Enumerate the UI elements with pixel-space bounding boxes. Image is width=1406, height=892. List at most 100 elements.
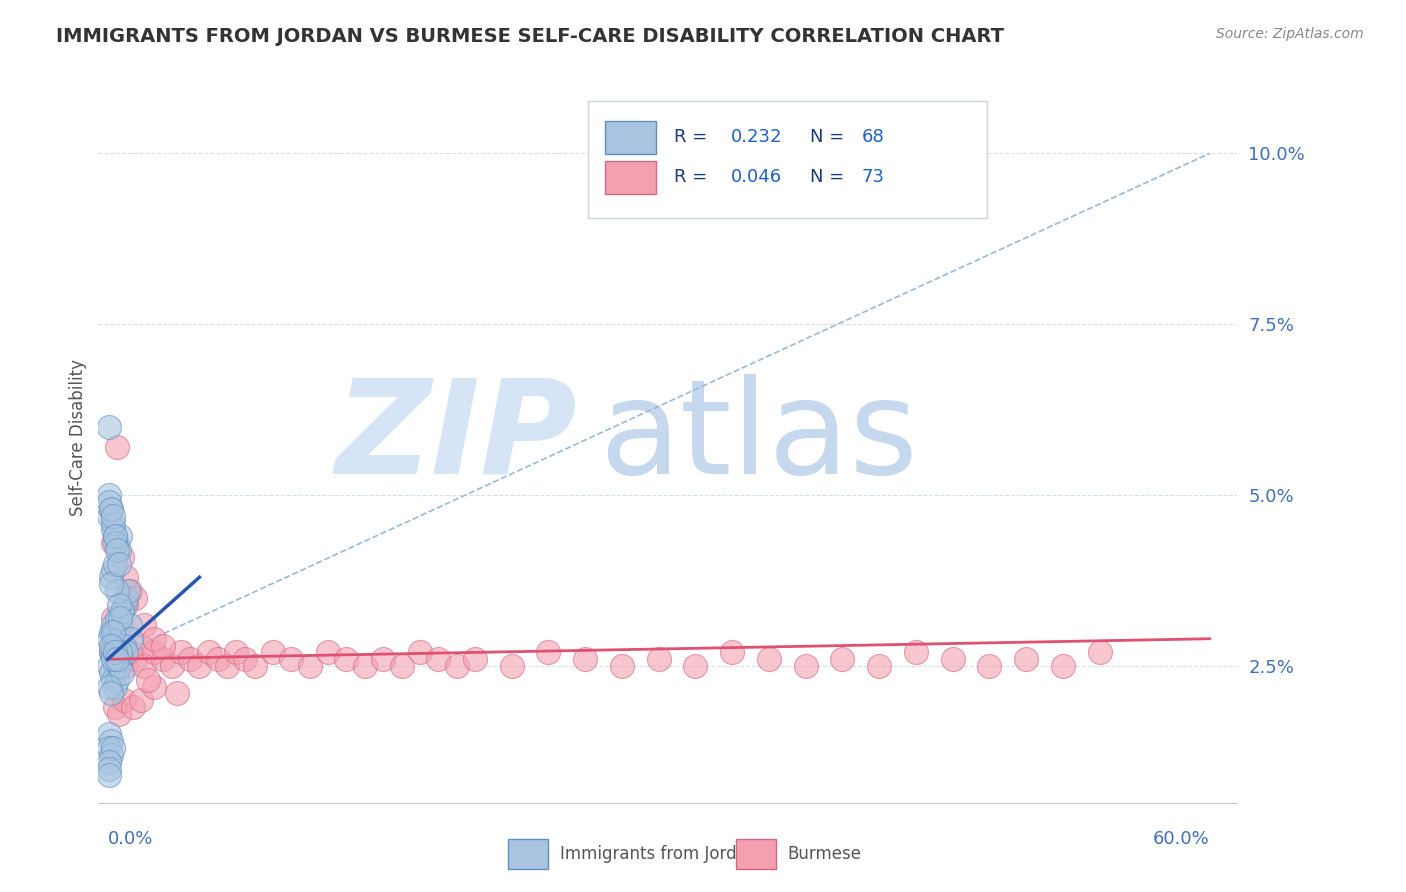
Point	[104, 645, 127, 659]
Point	[721, 645, 744, 659]
Point	[316, 645, 339, 659]
Point	[101, 516, 124, 530]
Point	[391, 659, 413, 673]
Point	[101, 645, 124, 659]
Point	[152, 639, 174, 653]
Point	[464, 652, 486, 666]
Point	[98, 768, 121, 782]
Point	[111, 665, 134, 680]
Point	[100, 624, 122, 639]
Text: 0.0%: 0.0%	[108, 830, 153, 848]
Point	[100, 645, 122, 659]
Point	[105, 645, 128, 659]
Point	[101, 508, 124, 523]
Point	[100, 577, 122, 591]
Point	[105, 652, 128, 666]
Point	[136, 673, 159, 687]
Point	[298, 659, 321, 673]
Point	[124, 591, 146, 605]
Point	[427, 652, 450, 666]
Point	[111, 604, 134, 618]
Point	[446, 659, 468, 673]
Point	[107, 659, 129, 673]
Point	[107, 706, 129, 721]
Point	[215, 659, 238, 673]
Text: 0.232: 0.232	[731, 128, 782, 146]
Point	[107, 659, 129, 673]
Point	[118, 583, 141, 598]
Point	[105, 611, 128, 625]
Point	[101, 611, 124, 625]
Point	[112, 652, 135, 666]
Point	[110, 618, 132, 632]
Point	[105, 536, 128, 550]
Point	[104, 536, 127, 550]
Point	[98, 495, 121, 509]
Point	[112, 639, 135, 653]
Point	[100, 570, 122, 584]
Point	[111, 549, 134, 564]
Point	[100, 734, 122, 748]
Point	[101, 563, 124, 577]
Point	[868, 659, 890, 673]
Point	[100, 747, 122, 762]
Point	[98, 762, 121, 776]
Point	[501, 659, 523, 673]
Point	[235, 652, 257, 666]
Point	[111, 604, 134, 618]
FancyBboxPatch shape	[509, 839, 548, 869]
Point	[280, 652, 302, 666]
Point	[107, 598, 129, 612]
Point	[371, 652, 394, 666]
Point	[98, 680, 121, 694]
Point	[904, 645, 927, 659]
Point	[98, 632, 121, 646]
Point	[104, 557, 127, 571]
Point	[979, 659, 1001, 673]
Text: Burmese: Burmese	[787, 845, 862, 863]
Text: N =: N =	[810, 169, 851, 186]
Point	[117, 583, 139, 598]
Point	[942, 652, 965, 666]
Point	[110, 529, 132, 543]
Point	[160, 659, 183, 673]
Point	[101, 673, 124, 687]
Text: R =: R =	[673, 169, 713, 186]
Point	[98, 755, 121, 769]
Point	[100, 501, 122, 516]
Point	[1088, 645, 1111, 659]
Point	[107, 624, 129, 639]
Point	[101, 652, 124, 666]
FancyBboxPatch shape	[605, 161, 657, 194]
Point	[100, 686, 122, 700]
Point	[115, 598, 138, 612]
Point	[1052, 659, 1074, 673]
Point	[101, 536, 124, 550]
Text: ZIP: ZIP	[335, 374, 576, 500]
Point	[129, 639, 152, 653]
Point	[101, 624, 124, 639]
Point	[98, 508, 121, 523]
Point	[100, 639, 122, 653]
Point	[115, 659, 138, 673]
Text: IMMIGRANTS FROM JORDAN VS BURMESE SELF-CARE DISABILITY CORRELATION CHART: IMMIGRANTS FROM JORDAN VS BURMESE SELF-C…	[56, 27, 1004, 45]
FancyBboxPatch shape	[737, 839, 776, 869]
Point	[122, 700, 145, 714]
Point	[110, 639, 132, 653]
Point	[115, 570, 138, 584]
Text: Immigrants from Jordan: Immigrants from Jordan	[560, 845, 756, 863]
Point	[685, 659, 707, 673]
Point	[105, 639, 128, 653]
Point	[111, 645, 134, 659]
Point	[188, 659, 211, 673]
Point	[98, 659, 121, 673]
Point	[110, 645, 132, 659]
Text: 0.046: 0.046	[731, 169, 782, 186]
Point	[166, 686, 188, 700]
Point	[121, 632, 143, 646]
Point	[197, 645, 219, 659]
Point	[118, 618, 141, 632]
Text: Source: ZipAtlas.com: Source: ZipAtlas.com	[1216, 27, 1364, 41]
Point	[794, 659, 817, 673]
Point	[110, 611, 132, 625]
